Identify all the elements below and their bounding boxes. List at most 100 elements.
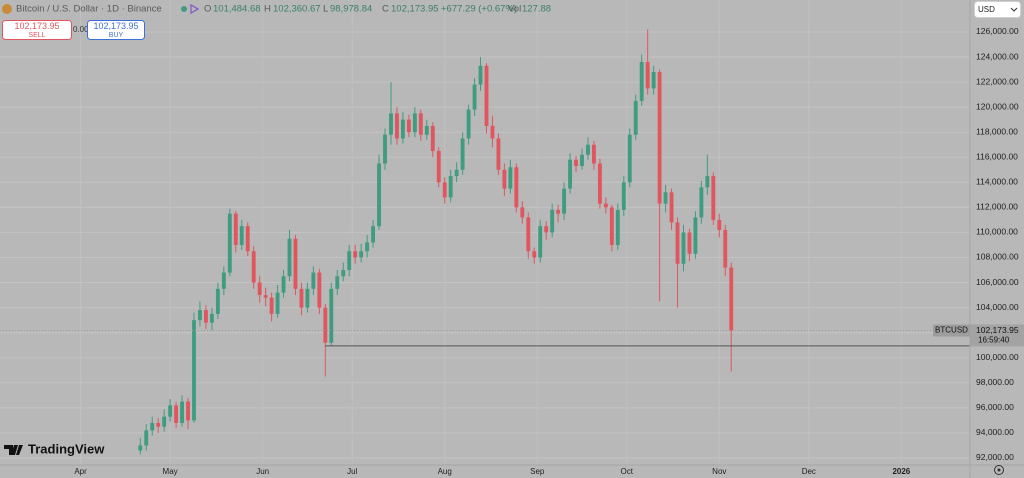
candle-body: [162, 416, 167, 427]
candle-body: [633, 100, 638, 135]
candle-body: [657, 72, 662, 204]
candle-body: [245, 226, 250, 252]
plot: [138, 29, 1024, 455]
spread: 0.00: [73, 25, 89, 34]
currency-select[interactable]: [974, 1, 1021, 18]
candle-body: [544, 226, 549, 233]
y-tick-label: 92,000.00: [976, 452, 1014, 462]
candle-body: [651, 72, 656, 89]
candle-body: [353, 251, 358, 258]
candle-body: [180, 401, 185, 423]
x-tick-label: 2026: [892, 467, 910, 476]
candle-body: [562, 188, 567, 214]
x-tick-label: May: [163, 467, 178, 476]
candle-body: [186, 401, 190, 421]
y-tick-label: 124,000.00: [976, 51, 1019, 61]
candle-body: [359, 251, 364, 258]
candle-body: [520, 207, 525, 218]
candle-body: [239, 226, 244, 245]
candle-body: [377, 163, 381, 227]
ohlc-value: 98,978.84: [330, 4, 372, 15]
candle-body: [526, 217, 531, 252]
candle-body: [627, 134, 632, 183]
sell-price: 102,173.95: [14, 21, 59, 31]
candle-body: [293, 238, 298, 289]
candle-body: [723, 229, 728, 268]
y-tick-label: 104,000.00: [976, 302, 1019, 312]
logo-icon: [4, 445, 23, 455]
x-tick-label: Dec: [802, 467, 816, 476]
settings-icon[interactable]: [994, 465, 1004, 475]
candle-body: [215, 288, 220, 314]
logo-text: TradingView: [28, 441, 105, 456]
candle-body: [287, 238, 292, 277]
candle-body: [269, 297, 274, 314]
candle-body: [323, 307, 328, 343]
ohlc-label: C: [382, 4, 389, 15]
ohlc-label: H: [264, 4, 271, 15]
status-dot: [181, 6, 187, 12]
sell-label: SELL: [28, 32, 45, 39]
candle-body: [198, 310, 202, 321]
candle-body: [460, 138, 465, 170]
grid: [0, 31, 970, 459]
candle-body: [192, 320, 196, 421]
y-tick-label: 120,000.00: [976, 101, 1019, 111]
candle-body: [150, 422, 155, 431]
candle-body: [609, 207, 614, 245]
countdown-text: 16:59:40: [978, 336, 1010, 345]
candle-body: [233, 213, 238, 245]
x-tick-label: Jul: [347, 467, 357, 476]
candle-body: [591, 144, 596, 164]
candle-body: [502, 169, 507, 189]
candle-body: [615, 209, 620, 245]
candle-body: [550, 209, 555, 233]
currency-label: USD: [978, 5, 995, 14]
candle-body: [639, 62, 644, 101]
y-tick-label: 106,000.00: [976, 277, 1019, 287]
candle-body: [317, 272, 322, 308]
candle-body: [538, 226, 543, 258]
candle-body: [597, 163, 602, 204]
candle-body: [645, 62, 650, 89]
y-tick-label: 122,000.00: [976, 76, 1019, 86]
candle-body: [400, 119, 405, 139]
y-tick-label: 98,000.00: [976, 377, 1014, 387]
candle-body: [436, 150, 441, 183]
candle-body: [669, 192, 674, 223]
candle-body: [227, 213, 232, 273]
candle-body: [174, 405, 179, 423]
candle-body: [532, 251, 537, 258]
candle-body: [281, 276, 286, 293]
candle-body: [144, 430, 149, 446]
candle-body: [681, 232, 686, 264]
candle-body: [699, 187, 704, 218]
candle-body: [484, 65, 489, 126]
ohlc-value: 102,173.95: [391, 4, 439, 15]
candle-body: [329, 288, 334, 343]
candle-body: [275, 292, 280, 314]
y-tick-label: 108,000.00: [976, 252, 1019, 262]
sell-button[interactable]: [2, 20, 72, 40]
candle-body: [209, 313, 214, 323]
candle-body: [156, 422, 161, 427]
candle-body: [347, 251, 352, 271]
candle-body: [675, 222, 680, 264]
candle-body: [383, 134, 387, 164]
x-tick-label: Apr: [74, 467, 87, 476]
candle-body: [365, 242, 370, 252]
buy-price: 102,173.95: [93, 21, 138, 31]
candle-body: [490, 125, 495, 139]
candle-body: [412, 113, 417, 133]
candle-body: [621, 182, 626, 210]
buy-button[interactable]: [87, 20, 145, 40]
candle-body: [389, 113, 393, 135]
dropdown-arrow: [1010, 7, 1018, 12]
settings-icon-center: [997, 468, 1001, 472]
candle-body: [705, 176, 710, 188]
candle-body: [687, 232, 692, 254]
candle-body: [586, 144, 590, 155]
x-tick-label: Jun: [256, 467, 269, 476]
